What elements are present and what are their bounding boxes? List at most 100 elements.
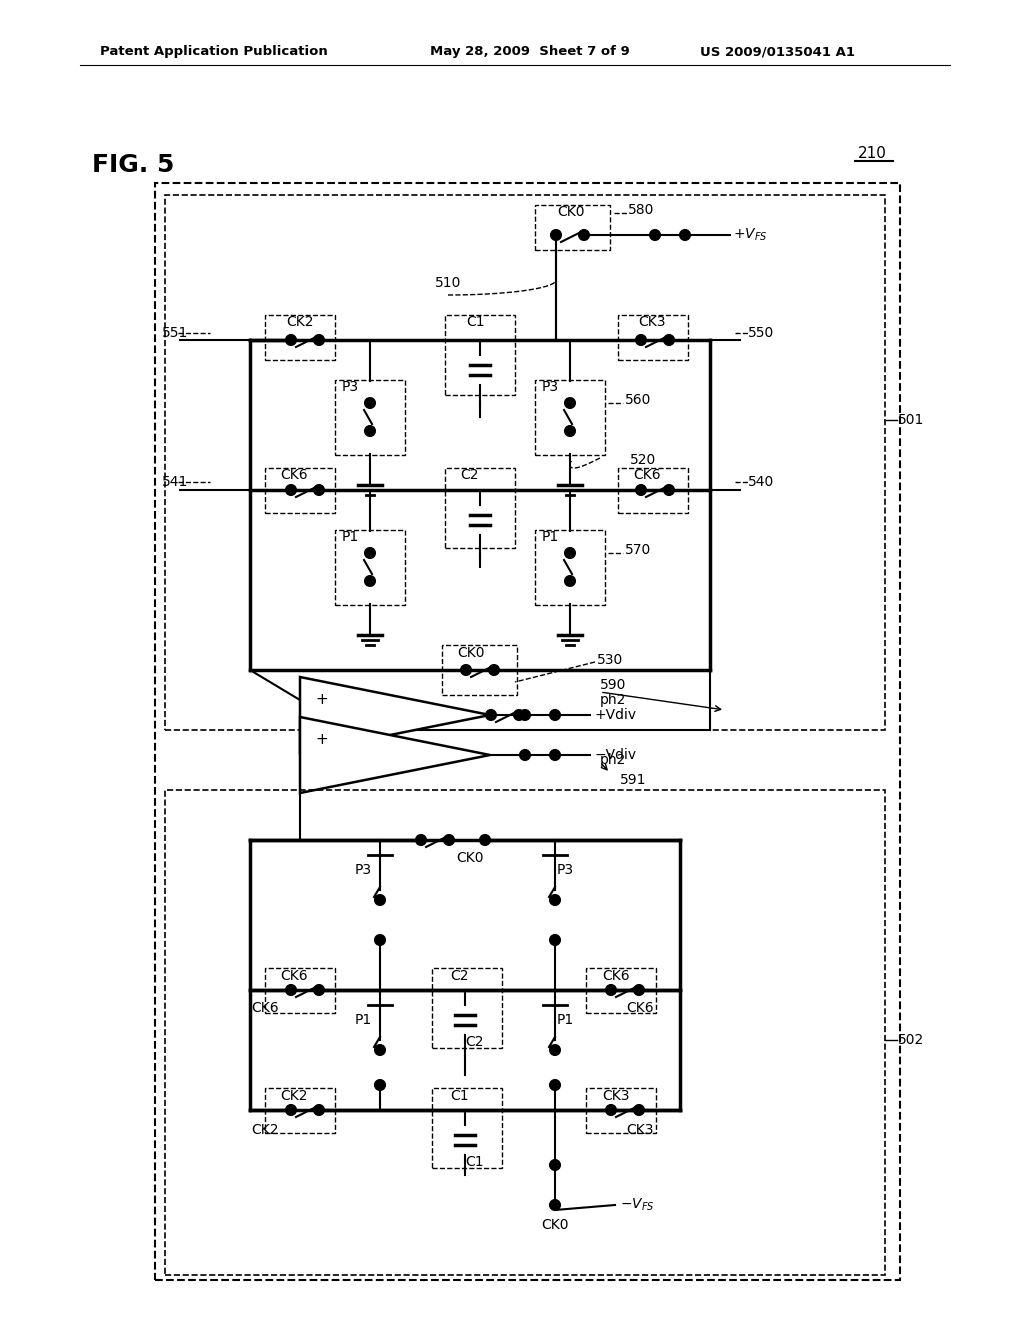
Text: CK6: CK6 xyxy=(280,469,307,482)
Text: 501: 501 xyxy=(898,413,925,426)
Circle shape xyxy=(550,1045,560,1055)
Text: C1: C1 xyxy=(450,1089,469,1104)
Text: P3: P3 xyxy=(342,380,359,393)
Text: C1: C1 xyxy=(466,315,484,329)
Text: CK2: CK2 xyxy=(251,1123,279,1137)
Text: P1: P1 xyxy=(342,531,359,544)
Circle shape xyxy=(680,230,690,240)
Text: CK6: CK6 xyxy=(633,469,660,482)
Text: −Vdiv: −Vdiv xyxy=(595,748,637,762)
Circle shape xyxy=(286,335,296,345)
Bar xyxy=(155,183,900,1280)
Text: 590: 590 xyxy=(600,678,627,692)
Bar xyxy=(535,531,605,605)
Circle shape xyxy=(550,750,560,760)
Circle shape xyxy=(565,576,575,586)
Circle shape xyxy=(461,665,471,675)
Text: 520: 520 xyxy=(630,453,656,467)
Circle shape xyxy=(314,985,324,995)
Text: 551: 551 xyxy=(162,326,188,341)
Text: CK0: CK0 xyxy=(542,1218,568,1232)
Text: P3: P3 xyxy=(557,863,574,876)
Circle shape xyxy=(551,230,561,240)
Bar xyxy=(265,1088,335,1133)
Circle shape xyxy=(636,484,646,495)
Text: CK3: CK3 xyxy=(627,1123,653,1137)
Circle shape xyxy=(314,1105,324,1115)
Text: FIG. 5: FIG. 5 xyxy=(92,153,174,177)
Bar xyxy=(432,968,502,1048)
Text: P1: P1 xyxy=(355,1012,373,1027)
Text: +: + xyxy=(315,693,328,708)
Text: 541: 541 xyxy=(162,475,188,488)
Text: $+V_{FS}$: $+V_{FS}$ xyxy=(733,227,768,243)
Text: 540: 540 xyxy=(748,475,774,488)
Text: ph2: ph2 xyxy=(600,693,627,708)
Text: P3: P3 xyxy=(355,863,372,876)
Circle shape xyxy=(486,710,496,719)
Circle shape xyxy=(520,710,530,719)
Text: 530: 530 xyxy=(597,653,624,667)
Circle shape xyxy=(314,335,324,345)
Bar xyxy=(265,968,335,1012)
Circle shape xyxy=(579,230,589,240)
Bar xyxy=(445,469,515,548)
Bar xyxy=(535,380,605,455)
Circle shape xyxy=(444,836,454,845)
Circle shape xyxy=(664,484,674,495)
Circle shape xyxy=(520,750,530,760)
Polygon shape xyxy=(300,717,490,793)
Circle shape xyxy=(550,935,560,945)
Text: 510: 510 xyxy=(435,276,461,290)
Text: $-V_{FS}$: $-V_{FS}$ xyxy=(620,1197,654,1213)
Circle shape xyxy=(416,836,426,845)
Text: 560: 560 xyxy=(625,393,651,407)
Text: P1: P1 xyxy=(557,1012,574,1027)
Text: CK6: CK6 xyxy=(251,1001,279,1015)
Text: CK0: CK0 xyxy=(457,645,484,660)
Text: 580: 580 xyxy=(628,203,654,216)
Bar xyxy=(265,469,335,513)
Polygon shape xyxy=(300,677,490,752)
Text: C1: C1 xyxy=(466,1155,484,1170)
Circle shape xyxy=(365,576,375,586)
Text: CK6: CK6 xyxy=(627,1001,653,1015)
Text: C2: C2 xyxy=(450,969,469,983)
Circle shape xyxy=(286,1105,296,1115)
Circle shape xyxy=(375,1045,385,1055)
Bar xyxy=(165,195,885,730)
Circle shape xyxy=(634,985,644,995)
Circle shape xyxy=(550,710,560,719)
Text: CK3: CK3 xyxy=(638,315,666,329)
Circle shape xyxy=(636,335,646,345)
Circle shape xyxy=(606,985,616,995)
Text: C2: C2 xyxy=(466,1035,484,1049)
Circle shape xyxy=(365,426,375,436)
Text: CK6: CK6 xyxy=(280,969,307,983)
Bar xyxy=(586,968,656,1012)
Bar xyxy=(265,315,335,360)
Bar xyxy=(432,1088,502,1168)
Circle shape xyxy=(550,1080,560,1090)
Bar xyxy=(165,789,885,1275)
Text: US 2009/0135041 A1: US 2009/0135041 A1 xyxy=(700,45,855,58)
Text: 502: 502 xyxy=(898,1034,925,1047)
Circle shape xyxy=(375,895,385,906)
Circle shape xyxy=(365,399,375,408)
Text: P3: P3 xyxy=(542,380,559,393)
Circle shape xyxy=(606,1105,616,1115)
Circle shape xyxy=(489,665,499,675)
Bar xyxy=(586,1088,656,1133)
Text: ph2: ph2 xyxy=(600,752,627,767)
Circle shape xyxy=(375,1080,385,1090)
Text: May 28, 2009  Sheet 7 of 9: May 28, 2009 Sheet 7 of 9 xyxy=(430,45,630,58)
Circle shape xyxy=(286,985,296,995)
Circle shape xyxy=(650,230,660,240)
Circle shape xyxy=(365,548,375,558)
Text: 591: 591 xyxy=(620,774,646,787)
Text: C2: C2 xyxy=(460,469,478,482)
Circle shape xyxy=(565,548,575,558)
Circle shape xyxy=(634,1105,644,1115)
Bar xyxy=(535,205,610,249)
Text: CK2: CK2 xyxy=(286,315,313,329)
